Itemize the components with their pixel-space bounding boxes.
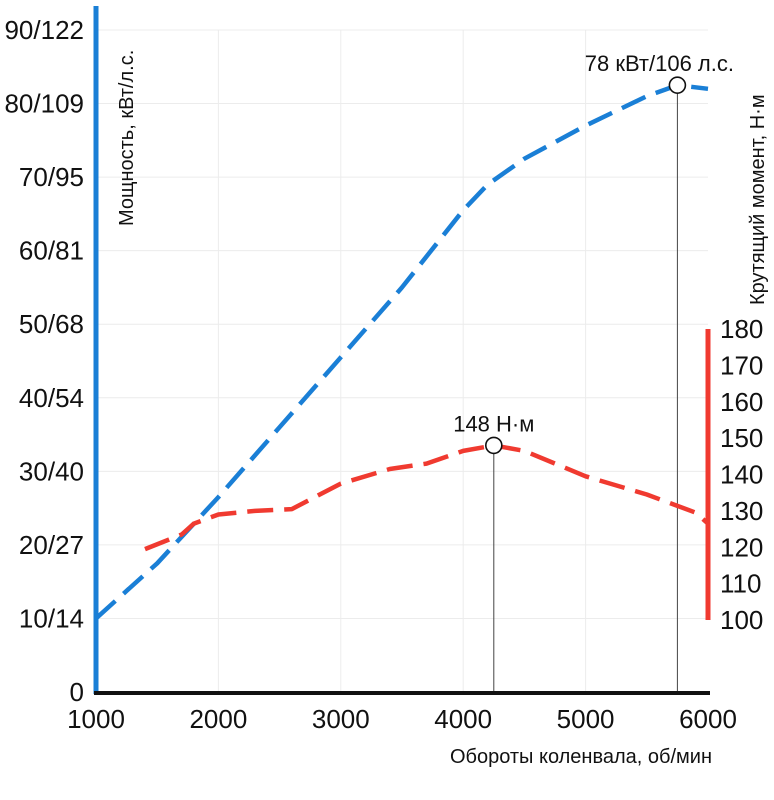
- y-right-axis-title: Крутящий момент, Н·м: [747, 94, 769, 305]
- y-left-tick-label: 40/54: [19, 383, 84, 413]
- axes: [93, 6, 711, 695]
- power-peak-marker: [668, 76, 687, 94]
- tick-labels: 1000 2000 3000 4000 5000 6000 0 10/14 20/27 30/40…: [4, 15, 763, 734]
- y-right-tick-label: 180: [720, 314, 763, 344]
- y-right-tick-label: 100: [720, 605, 763, 635]
- y-left-tick-label: 20/27: [19, 530, 84, 560]
- y-right-tick-label: 130: [720, 496, 763, 526]
- series-group: [94, 82, 710, 621]
- y-right-tick-label: 120: [720, 532, 763, 562]
- y-left-tick-label: 80/109: [4, 89, 84, 119]
- y-left-tick-label: 0: [70, 677, 84, 707]
- x-axis-title: Обороты коленвала, об/мин: [450, 746, 712, 768]
- grid: [96, 29, 708, 692]
- power-line: [94, 82, 709, 621]
- y-left-tick-label: 90/122: [4, 15, 84, 45]
- y-left-tick-label: 10/14: [19, 603, 84, 633]
- torque-peak-label: 148 Н·м: [453, 411, 534, 436]
- power-peak-label: 78 кВт/106 л.с.: [585, 51, 734, 76]
- y-right-tick-label: 170: [720, 350, 763, 380]
- marker-drop-lines: [493, 85, 678, 692]
- y-left-tick-label: 70/95: [19, 162, 84, 192]
- y-right-tick-label: 150: [720, 423, 763, 453]
- x-tick-label: 6000: [679, 704, 737, 734]
- y-right-tick-label: 110: [720, 569, 761, 599]
- y-right-tick-label: 160: [720, 387, 763, 417]
- y-left-tick-label: 50/68: [19, 309, 84, 339]
- x-tick-label: 5000: [557, 704, 615, 734]
- markers: [484, 76, 687, 455]
- x-tick-label: 4000: [434, 704, 492, 734]
- y-left-tick-label: 30/40: [19, 456, 84, 486]
- x-tick-label: 2000: [189, 704, 247, 734]
- y-left-tick-label: 60/81: [19, 236, 84, 266]
- x-tick-label: 1000: [67, 704, 125, 734]
- torque-line: [144, 443, 710, 552]
- x-tick-label: 3000: [312, 704, 370, 734]
- y-right-tick-label: 140: [720, 460, 763, 490]
- y-left-axis-title: Мощность, кВт/л.с.: [116, 50, 138, 226]
- annotations: 78 кВт/106 л.с. 148 Н·м: [453, 51, 734, 436]
- torque-peak-marker: [484, 436, 503, 455]
